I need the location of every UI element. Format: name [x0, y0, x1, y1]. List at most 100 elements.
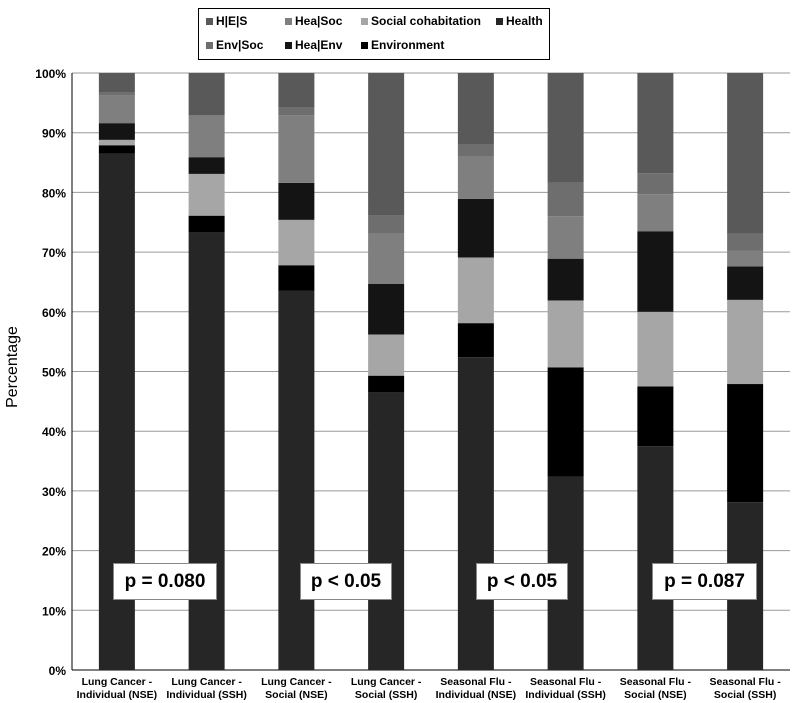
bar-segment-environment: [547, 367, 584, 477]
x-tick-label-line: Seasonal Flu -: [710, 676, 782, 688]
legend-swatch-environment: [361, 41, 368, 49]
bar-segment-health: [637, 446, 674, 670]
x-tick-label-line: Individual (NSE): [77, 689, 158, 701]
x-tick-label-line: Social (SSH): [355, 689, 417, 701]
x-tick-label-line: Social (NSE): [624, 689, 686, 701]
bar-segment-environment: [368, 375, 405, 393]
legend-label-social-cohabitation: Social cohabitation: [371, 14, 482, 28]
x-tick-label: Lung Cancer -Individual (SSH): [166, 676, 247, 701]
legend-swatch-hea-env: [285, 41, 292, 49]
legend-label-hes: H|E|S: [216, 14, 248, 28]
bar-segment-h-e-s: [98, 73, 135, 93]
bar-segment-hea-soc: [457, 156, 494, 199]
x-tick-label-line: Social (NSE): [265, 689, 327, 701]
p-value-annotation-flu-individual: p < 0.05: [476, 563, 568, 600]
bar-segment-h-e-s: [547, 73, 584, 183]
x-tick-label: Lung Cancer -Individual (NSE): [77, 676, 158, 701]
y-axis-label: Percentage: [4, 326, 21, 408]
y-tick-label: 100%: [35, 67, 66, 81]
bar-segment-hea-env: [637, 231, 674, 312]
legend-swatch-hes: [206, 17, 213, 25]
x-tick-label-line: Individual (NSE): [436, 689, 517, 701]
x-tick-label-line: Seasonal Flu -: [440, 676, 512, 688]
x-tick-label-line: Individual (SSH): [166, 689, 247, 701]
x-tick-label: Lung Cancer -Social (SSH): [351, 676, 422, 701]
bar-segment-environment: [727, 384, 764, 503]
bar-segment-social-cohabitation: [188, 173, 225, 216]
bar-segment-health: [457, 357, 494, 670]
x-tick-label: Seasonal Flu -Social (SSH): [710, 676, 782, 701]
x-tick-label: Seasonal Flu -Individual (NSE): [436, 676, 517, 701]
bar-segment-environment: [637, 386, 674, 447]
x-tick-label-line: Lung Cancer -: [82, 676, 153, 688]
legend: H|E|S Hea|Soc Social cohabitation Health…: [198, 8, 550, 60]
bar-segment-hea-env: [188, 157, 225, 174]
y-tick-label: 10%: [42, 604, 66, 618]
bar-segment-hea-env: [98, 123, 135, 140]
bar-segment-environment: [278, 265, 315, 291]
bar-segment-social-cohabitation: [368, 334, 405, 376]
p-value-annotation-lung-individual: p = 0.080: [113, 563, 217, 600]
bar-segment-env-soc: [98, 92, 135, 96]
x-tick-label: Seasonal Flu -Social (NSE): [620, 676, 692, 701]
bar-segment-social-cohabitation: [457, 257, 494, 324]
bar-segment-env-soc: [547, 182, 584, 217]
bar-segment-env-soc: [368, 215, 405, 233]
bar-segment-hea-soc: [368, 232, 405, 284]
bar-segment-health: [188, 232, 225, 671]
bar-segment-hea-soc: [188, 115, 225, 158]
bar-segment-hea-env: [727, 266, 764, 300]
x-tick-label-line: Lung Cancer -: [171, 676, 242, 688]
x-tick-label-line: Seasonal Flu -: [530, 676, 602, 688]
legend-item-social-cohabitation: Social cohabitation: [361, 14, 481, 28]
legend-item-health: Health: [496, 14, 543, 28]
bar-segment-hea-soc: [727, 250, 764, 267]
legend-swatch-social-cohabitation: [361, 17, 368, 25]
legend-label-env-soc: Env|Soc: [216, 38, 264, 52]
bar-segment-social-cohabitation: [278, 219, 315, 266]
bar-segment-environment: [457, 323, 494, 358]
bar-segment-hea-env: [457, 198, 494, 258]
bar-segment-hea-env: [547, 258, 584, 301]
legend-swatch-hea-soc: [285, 17, 292, 25]
bar-segment-hea-env: [278, 182, 315, 220]
bar-segment-h-e-s: [637, 73, 674, 174]
p-value-annotation-flu-social: p = 0.087: [652, 563, 757, 600]
bar-segment-social-cohabitation: [637, 311, 674, 387]
y-tick-label: 60%: [42, 306, 66, 320]
legend-item-hea-soc: Hea|Soc: [285, 14, 342, 28]
x-tick-label: Lung Cancer -Social (NSE): [261, 676, 332, 701]
bar-segment-health: [368, 392, 405, 670]
bar-segment-env-soc: [278, 107, 315, 116]
legend-swatch-health: [496, 17, 503, 25]
legend-label-health: Health: [506, 14, 543, 28]
bar-segment-hea-env: [368, 283, 405, 335]
legend-swatch-env-soc: [206, 41, 213, 49]
legend-item-hes: H|E|S: [206, 14, 247, 28]
bar-segment-health: [278, 290, 315, 670]
legend-item-hea-env: Hea|Env: [285, 38, 342, 52]
legend-label-hea-soc: Hea|Soc: [295, 14, 343, 28]
bar-segment-env-soc: [727, 233, 764, 251]
x-tick-label-line: Individual (SSH): [525, 689, 606, 701]
x-tick-label-line: Lung Cancer -: [351, 676, 422, 688]
y-tick-label: 20%: [42, 545, 66, 559]
legend-item-env-soc: Env|Soc: [206, 38, 263, 52]
bar-segment-social-cohabitation: [547, 300, 584, 368]
bar-segment-env-soc: [637, 173, 674, 195]
y-tick-label: 30%: [42, 485, 66, 499]
y-tick-label: 80%: [42, 186, 66, 200]
bar-segment-hea-soc: [278, 115, 315, 183]
bar-segment-hea-soc: [98, 95, 135, 124]
bar-segment-social-cohabitation: [98, 139, 135, 146]
bar-segment-h-e-s: [457, 73, 494, 145]
bar-segment-h-e-s: [188, 73, 225, 116]
bar-segment-social-cohabitation: [727, 299, 764, 385]
bar-segment-h-e-s: [727, 73, 764, 234]
x-tick-label: Seasonal Flu -Individual (SSH): [525, 676, 606, 701]
y-tick-label: 40%: [42, 425, 66, 439]
x-tick-label-line: Social (SSH): [714, 689, 776, 701]
y-tick-label: 0%: [49, 664, 67, 678]
y-tick-label: 70%: [42, 246, 66, 260]
bar-segment-hea-soc: [547, 216, 584, 259]
